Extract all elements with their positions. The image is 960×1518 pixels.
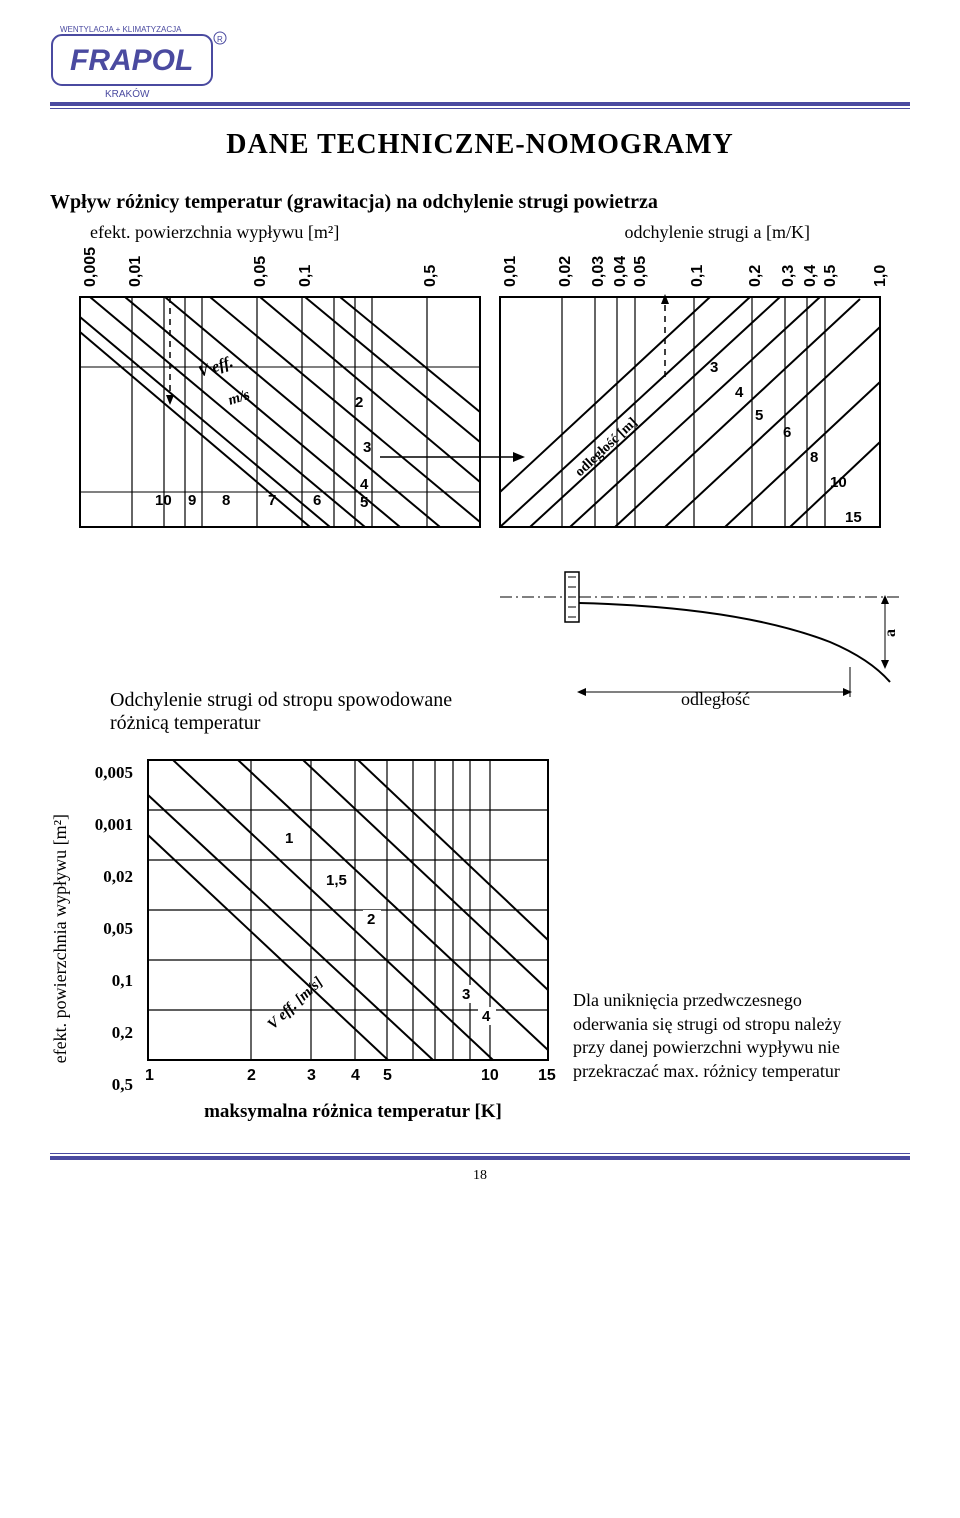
section1-heading: Wpływ różnicy temperatur (grawitacja) na… (50, 191, 658, 214)
logo-city: KRAKÓW (105, 87, 150, 100)
svg-text:3: 3 (307, 1067, 316, 1084)
svg-text:1: 1 (285, 830, 293, 847)
mid-block: a (50, 567, 910, 707)
bottom-y-ticks: 0,005 0,001 0,02 0,05 0,1 0,2 0,5 (81, 755, 133, 1123)
section1-axis-labels: efekt. powierzchnia wypływu [m²] odchyle… (50, 222, 910, 243)
svg-text:3: 3 (462, 986, 470, 1003)
svg-text:4: 4 (360, 476, 369, 493)
svg-text:0,1: 0,1 (297, 265, 314, 287)
svg-text:1,0: 1,0 (872, 265, 889, 287)
a-label: a (882, 629, 899, 637)
page-title: DANE TECHNICZNE-NOMOGRAMY (50, 129, 910, 161)
svg-text:4: 4 (482, 1008, 491, 1025)
svg-text:8: 8 (810, 449, 818, 466)
mid-text: Odchylenie strugi od stropu spowodowane … (110, 689, 510, 735)
svg-text:15: 15 (845, 509, 862, 526)
page-root: WENTYLACJA + KLIMATYZACJA FRAPOL R KRAKÓ… (0, 0, 960, 1224)
header-rule-thin (50, 108, 910, 109)
right-advisory-text: Dla uniknięcia przedwczesnego oderwania … (573, 989, 853, 1123)
svg-text:8: 8 (222, 492, 230, 509)
svg-text:0,05: 0,05 (252, 256, 269, 287)
svg-text:1,5: 1,5 (326, 872, 347, 889)
svg-text:4: 4 (735, 384, 744, 401)
right-diag-labels: 3 4 5 6 8 10 15 (710, 359, 862, 526)
distance-word: odległość (681, 689, 750, 735)
footer-rule-thin (50, 1153, 910, 1154)
footer-rule-thick (50, 1156, 910, 1160)
svg-text:7: 7 (268, 492, 276, 509)
svg-text:2: 2 (247, 1067, 256, 1084)
top-nomogram-section: Wpływ różnicy temperatur (grawitacja) na… (50, 191, 910, 547)
left-scale-ticks: 0,005 0,01 0,05 0,1 0,5 (82, 247, 439, 287)
svg-text:3: 3 (710, 359, 718, 376)
svg-text:2: 2 (355, 394, 363, 411)
right-axis-label: odchylenie strugi a [m/K] (625, 222, 810, 243)
bottom-block: efekt. powierzchnia wypływu [m²] 0,005 0… (50, 755, 910, 1123)
svg-text:6: 6 (313, 492, 321, 509)
svg-text:5: 5 (755, 407, 763, 424)
svg-text:0,2: 0,2 (747, 265, 764, 287)
svg-text:0,5: 0,5 (422, 265, 439, 287)
svg-text:0,4: 0,4 (802, 265, 819, 287)
svg-text:0,3: 0,3 (780, 265, 797, 287)
svg-text:9: 9 (188, 492, 196, 509)
svg-text:10: 10 (830, 474, 847, 491)
svg-text:0,05: 0,05 (632, 256, 649, 287)
svg-text:15: 15 (538, 1067, 556, 1084)
registered-icon: R (217, 35, 223, 44)
svg-text:2: 2 (367, 911, 375, 928)
logo-top-text: WENTYLACJA + KLIMATYZACJA (60, 25, 182, 34)
svg-text:0,04: 0,04 (612, 256, 629, 287)
svg-text:0,1: 0,1 (689, 265, 706, 287)
bottom-y-axis-label: efekt. powierzchnia wypływu [m²] (50, 814, 71, 1063)
svg-text:0,01: 0,01 (502, 256, 519, 287)
svg-text:0,005: 0,005 (82, 247, 99, 287)
svg-text:10: 10 (481, 1067, 499, 1084)
page-number: 18 (50, 1168, 910, 1184)
right-diagonals (500, 297, 880, 527)
svg-text:0,02: 0,02 (557, 256, 574, 287)
logo-row: WENTYLACJA + KLIMATYZACJA FRAPOL R KRAKÓ… (50, 20, 910, 100)
bottom-x-axis-label: maksymalna różnica temperatur [K] (143, 1101, 563, 1123)
svg-text:1: 1 (145, 1067, 154, 1084)
bottom-chart-col: 1 1,5 2 3 4 V eff. [m/s] 1 2 3 4 (143, 755, 563, 1123)
veff-label-bottom: V eff. [m/s] (265, 974, 326, 1033)
deflection-diagram: a (490, 567, 910, 707)
svg-text:4: 4 (351, 1067, 360, 1084)
right-scale-ticks: 0,01 0,02 0,03 0,04 0,05 0,1 0,2 0,3 0,4… (502, 256, 889, 287)
frapol-logo: WENTYLACJA + KLIMATYZACJA FRAPOL R KRAKÓ… (50, 20, 230, 100)
svg-text:3: 3 (363, 439, 371, 456)
svg-text:0,01: 0,01 (127, 256, 144, 287)
svg-text:0,5: 0,5 (822, 265, 839, 287)
logo-name: FRAPOL (70, 44, 193, 77)
right-grid (562, 297, 825, 527)
svg-text:0,03: 0,03 (590, 256, 607, 287)
bottom-nomogram: 1 1,5 2 3 4 V eff. [m/s] 1 2 3 4 (143, 755, 563, 1095)
svg-text:6: 6 (783, 424, 791, 441)
svg-text:10: 10 (155, 492, 172, 509)
svg-text:5: 5 (360, 494, 368, 511)
ms-label-top: m/s (226, 387, 252, 409)
svg-text:5: 5 (383, 1067, 392, 1084)
header-rule-thick (50, 102, 910, 106)
left-axis-label: efekt. powierzchnia wypływu [m²] (90, 222, 339, 243)
top-nomogram: 0,005 0,01 0,05 0,1 0,5 0,01 0,02 0,03 0… (70, 247, 890, 547)
bot-x-ticks: 1 2 3 4 5 10 15 (145, 1067, 556, 1084)
